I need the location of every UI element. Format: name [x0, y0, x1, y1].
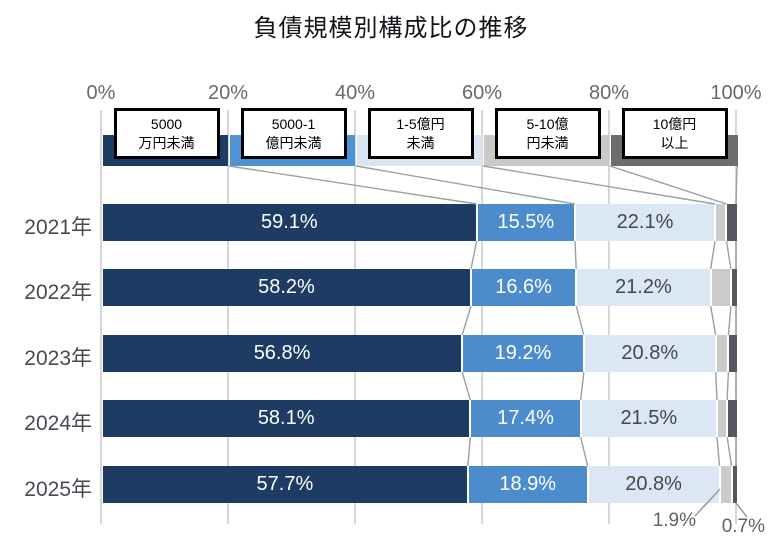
bar-segment: 16.6% — [471, 269, 576, 306]
connector-line — [726, 436, 733, 467]
gridline — [354, 110, 356, 524]
chart-title: 負債規模別構成比の推移 — [253, 15, 529, 42]
legend-label-line: 以上 — [660, 134, 689, 151]
x-tick-label: 80% — [588, 82, 630, 104]
bar-segment — [716, 204, 726, 241]
bar-value-label: 17.4% — [497, 407, 554, 429]
bar-segment: 17.4% — [471, 400, 580, 437]
x-tick-label: 0% — [86, 82, 116, 104]
bar-segment — [717, 400, 727, 437]
bar-value-label: 22.1% — [616, 211, 674, 233]
legend-label-line: 1-5億円 — [396, 115, 445, 132]
bar-value-label: 15.5% — [497, 211, 555, 233]
bar-value-label: 20.8% — [621, 342, 679, 364]
legend-box: 10億円以上 — [621, 108, 728, 159]
annotation-label: 0.7% — [721, 516, 765, 537]
bar-segment: 21.2% — [577, 269, 710, 306]
bar-value-label: 16.6% — [495, 276, 552, 298]
bar-segment: 20.8% — [588, 466, 719, 503]
gridline — [481, 110, 483, 524]
bar-segment: 15.5% — [477, 204, 574, 241]
legend-label-line: 円未満 — [526, 134, 569, 151]
row-label: 2022年 — [24, 281, 92, 304]
bar-segment: 18.9% — [468, 466, 587, 503]
connector-line — [709, 305, 717, 336]
x-tick-label: 20% — [207, 82, 249, 104]
bar-segment: 21.5% — [581, 400, 716, 437]
connector-line — [574, 240, 577, 270]
bar-value-label: 58.2% — [258, 276, 315, 298]
legend-box: 5000-1 億円未満 — [240, 108, 347, 159]
x-tick-label: 40% — [334, 82, 376, 104]
x-tick-label: 100% — [710, 82, 762, 104]
annotation-label: 1.9% — [652, 510, 696, 531]
connector-line — [461, 305, 472, 336]
bar-segment: 19.2% — [463, 335, 583, 372]
bar-value-label: 59.1% — [260, 211, 318, 233]
bar-segment: 58.2% — [103, 269, 470, 306]
connector-line — [726, 371, 730, 401]
legend-box: 1-5億円未満 — [367, 108, 474, 159]
bar-segment — [731, 269, 737, 306]
bar-segment: 59.1% — [103, 204, 476, 241]
connector-line — [579, 371, 585, 401]
connector-line — [716, 436, 721, 467]
row-label: 2024年 — [24, 412, 92, 435]
bar-value-label: 20.8% — [625, 473, 682, 495]
bar-segment — [728, 400, 737, 437]
connector-line — [609, 165, 727, 205]
connector-line — [482, 165, 716, 205]
legend-box: 5-10億円未満 — [494, 108, 601, 159]
connector-line — [709, 240, 716, 270]
connector-line — [228, 165, 477, 205]
connector-line — [727, 305, 732, 336]
bar-segment — [729, 335, 737, 372]
bar-value-label: 57.7% — [256, 473, 314, 495]
bar-segment — [720, 466, 731, 503]
bar-value-label: 19.2% — [494, 342, 552, 364]
bar-segment — [711, 269, 730, 306]
legend-label-line: 5-10億 — [526, 115, 569, 132]
bar-segment: 20.8% — [584, 335, 715, 372]
bar-segment: 56.8% — [103, 335, 462, 372]
gridline — [100, 110, 102, 524]
bar-value-label: 21.5% — [620, 407, 678, 429]
row-label: 2025年 — [24, 478, 92, 501]
bar-segment — [716, 335, 728, 372]
connector-line — [355, 165, 576, 205]
connector-line — [461, 371, 472, 401]
connector-line — [735, 502, 748, 518]
legend-box: 5000 万円未満 — [113, 108, 220, 159]
legend-label-line: 5000-1 — [271, 115, 316, 132]
legend-label-line: 億円未満 — [265, 134, 322, 151]
row-label: 2021年 — [24, 216, 92, 239]
connector-line — [725, 240, 732, 270]
connector-line — [575, 305, 585, 336]
gridline — [227, 110, 229, 524]
connector-line — [467, 436, 472, 467]
x-tick-label: 60% — [461, 82, 503, 104]
gridline — [735, 110, 737, 524]
legend-label-line: 未満 — [406, 134, 435, 151]
legend-label-line: 10億円 — [652, 115, 697, 132]
legend-label-line: 5000 — [150, 115, 183, 132]
gridline — [608, 110, 610, 524]
connector-line — [715, 371, 718, 401]
connector-line — [470, 240, 478, 270]
bar-value-label: 58.1% — [257, 407, 315, 429]
bar-segment — [727, 204, 737, 241]
row-label: 2023年 — [24, 347, 92, 370]
bar-value-label: 21.2% — [615, 276, 672, 298]
bar-segment: 58.1% — [103, 400, 470, 437]
bar-value-label: 18.9% — [499, 473, 557, 495]
legend-label-line: 万円未満 — [138, 134, 195, 151]
bar-value-label: 56.8% — [253, 342, 311, 364]
bar-segment: 22.1% — [575, 204, 715, 241]
bar-segment — [732, 466, 737, 503]
connector-line — [579, 436, 589, 467]
bar-segment: 57.7% — [103, 466, 467, 503]
